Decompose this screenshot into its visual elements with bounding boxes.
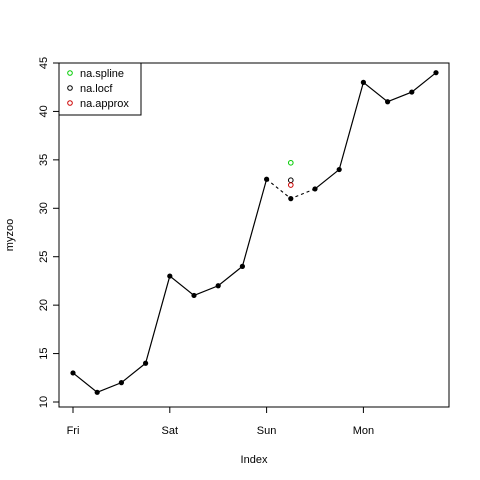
legend: na.spline na.locf na.approx (58, 62, 142, 116)
series-line (72, 179, 268, 394)
data-point (409, 89, 415, 95)
x-tick-label: Fri (67, 425, 80, 437)
imputed-marker-na-locf (288, 177, 294, 183)
data-point (385, 99, 391, 105)
data-point (215, 283, 221, 289)
x-tick-label: Mon (353, 425, 374, 437)
legend-box (58, 62, 142, 116)
legend-label: na.locf (80, 83, 113, 95)
x-tick-label: Sat (162, 425, 179, 437)
imputed-marker-na-approx (288, 182, 294, 188)
legend-marker (67, 100, 73, 106)
data-point (239, 263, 245, 269)
y-axis: 10 15 20 25 30 35 40 45 (38, 57, 60, 408)
y-tick-label: 30 (38, 202, 50, 214)
legend-marker (67, 70, 73, 76)
y-tick-label: 20 (38, 299, 50, 311)
legend-label: na.approx (80, 98, 129, 110)
data-point (433, 70, 439, 76)
data-point (118, 380, 124, 386)
imputed-point-dot (288, 196, 294, 202)
data-point (360, 79, 366, 85)
series (70, 70, 439, 395)
x-axis-label: Index (241, 454, 268, 466)
legend-marker (67, 85, 73, 91)
data-point (143, 360, 149, 366)
x-axis: Fri Sat Sun Mon (67, 406, 374, 437)
data-point (70, 370, 76, 376)
imputed-marker-na-spline (288, 159, 294, 166)
data-point (264, 176, 270, 182)
data-point (191, 292, 197, 299)
y-tick-label: 45 (38, 57, 50, 69)
x-tick-label: Sun (257, 425, 277, 437)
data-point (94, 389, 100, 395)
y-tick-label: 35 (38, 154, 50, 166)
y-tick-label: 10 (38, 396, 50, 408)
y-tick-label: 40 (38, 105, 50, 117)
data-point (336, 166, 342, 173)
data-point (312, 186, 318, 192)
series-line (314, 72, 437, 190)
y-axis-label: myzoo (4, 219, 16, 251)
y-tick-label: 25 (38, 251, 50, 263)
legend-label: na.spline (80, 68, 124, 80)
data-point (167, 273, 173, 279)
y-tick-label: 15 (38, 347, 50, 359)
